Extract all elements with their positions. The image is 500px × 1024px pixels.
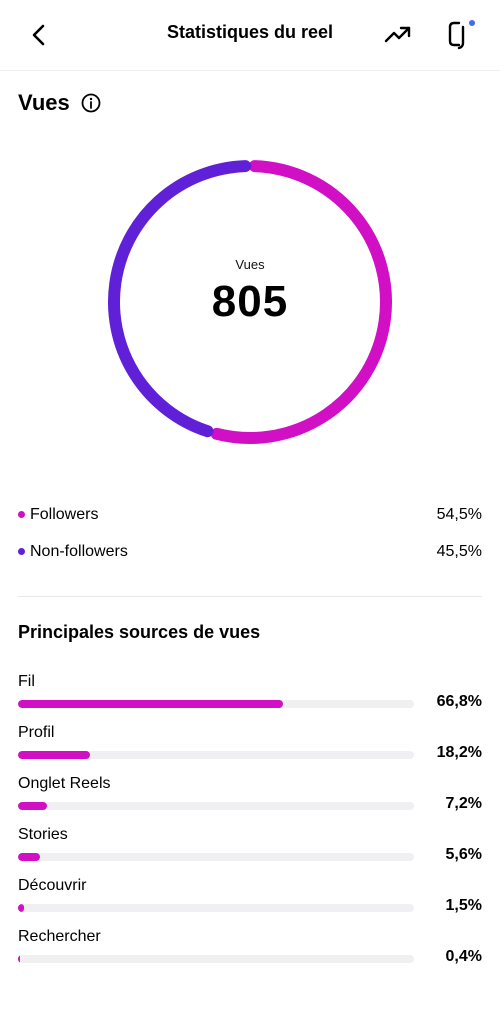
source-bar-fill: [18, 700, 283, 708]
source-bar-fill: [18, 904, 24, 912]
source-bar-fill: [18, 802, 47, 810]
source-row-stories: Stories 5,6%: [18, 826, 482, 871]
legend-percent: 54,5%: [436, 506, 482, 523]
source-row-onglet-reels: Onglet Reels 7,2%: [18, 775, 482, 820]
crop-icon[interactable]: [446, 17, 478, 51]
source-bar-track: [18, 853, 414, 861]
source-bar-fill: [18, 955, 20, 963]
donut-center-label: Vues: [235, 257, 265, 272]
source-percent: 7,2%: [445, 795, 482, 812]
donut-segment-non-followers: [108, 160, 252, 438]
source-bar-track: [18, 751, 414, 759]
source-percent: 0,4%: [445, 948, 482, 965]
source-bar-fill: [18, 751, 91, 759]
legend-item-followers: Followers 54,5%: [18, 503, 482, 527]
source-label: Stories: [18, 826, 68, 843]
trending-up-icon[interactable]: [382, 19, 416, 49]
views-donut-chart: [108, 160, 392, 444]
legend-percent: 45,5%: [436, 543, 482, 560]
legend-label: Followers: [30, 506, 99, 523]
info-icon[interactable]: [80, 92, 102, 114]
page-title: Statistiques du reel: [166, 22, 334, 42]
source-row-rechercher: Rechercher 0,4%: [18, 928, 482, 973]
views-title: Vues: [18, 90, 70, 115]
followers-dot: [18, 511, 25, 518]
source-percent: 66,8%: [436, 693, 482, 710]
source-label: Découvrir: [18, 877, 87, 894]
source-label: Rechercher: [18, 928, 101, 945]
source-bar-track: [18, 955, 414, 963]
source-row-fil: Fil 66,8%: [18, 673, 482, 718]
legend-item-non-followers: Non-followers 45,5%: [18, 540, 482, 564]
top-bar: Statistiques du reel: [0, 0, 500, 71]
sources-title: Principales sources de vues: [18, 622, 261, 642]
source-bar-track: [18, 802, 414, 810]
chevron-left-icon[interactable]: [24, 20, 54, 50]
source-row-decouvrir: Découvrir 1,5%: [18, 877, 482, 922]
source-label: Onglet Reels: [18, 775, 111, 792]
source-bar-track: [18, 904, 414, 912]
source-bar-track: [18, 700, 414, 708]
divider: [18, 596, 482, 597]
source-percent: 5,6%: [445, 846, 482, 863]
source-bar-fill: [18, 853, 41, 861]
source-label: Profil: [18, 724, 55, 741]
views-total: 805: [211, 277, 289, 326]
source-row-profil: Profil 18,2%: [18, 724, 482, 769]
donut-segment-followers: [210, 160, 392, 444]
non-followers-dot: [18, 548, 25, 555]
source-percent: 18,2%: [436, 744, 482, 761]
source-percent: 1,5%: [445, 897, 482, 914]
legend-label: Non-followers: [30, 543, 128, 560]
source-label: Fil: [18, 673, 35, 690]
